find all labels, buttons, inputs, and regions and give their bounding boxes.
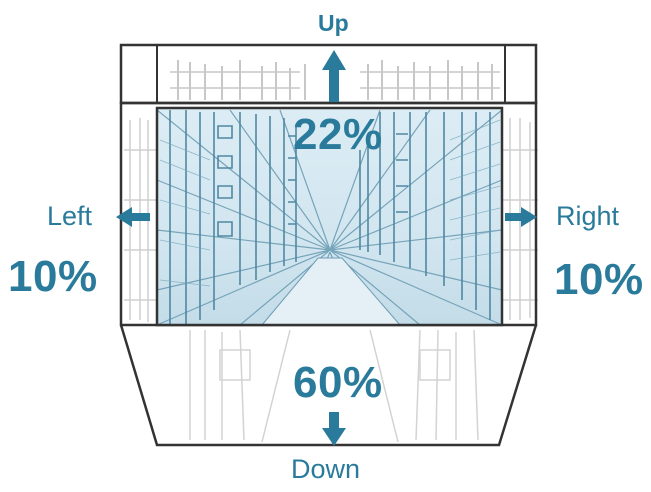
direction-label-left: Left — [47, 201, 93, 231]
direction-label-down: Down — [291, 454, 361, 484]
arrow-down-icon — [322, 412, 346, 446]
faded-peripheral-sketch — [124, 60, 538, 443]
upper-frame — [119, 43, 538, 105]
percent-down: 60% — [293, 358, 383, 407]
arrow-right-icon — [505, 207, 537, 227]
main-view-window — [155, 106, 504, 327]
arrow-left-icon — [116, 207, 150, 227]
percent-right: 10% — [554, 255, 644, 304]
percent-left: 10% — [8, 252, 98, 301]
percent-up: 22% — [293, 110, 383, 159]
arrow-up-icon — [322, 50, 346, 102]
lower-frame — [119, 324, 538, 447]
direction-label-right: Right — [556, 201, 620, 231]
direction-label-up: Up — [318, 10, 349, 36]
